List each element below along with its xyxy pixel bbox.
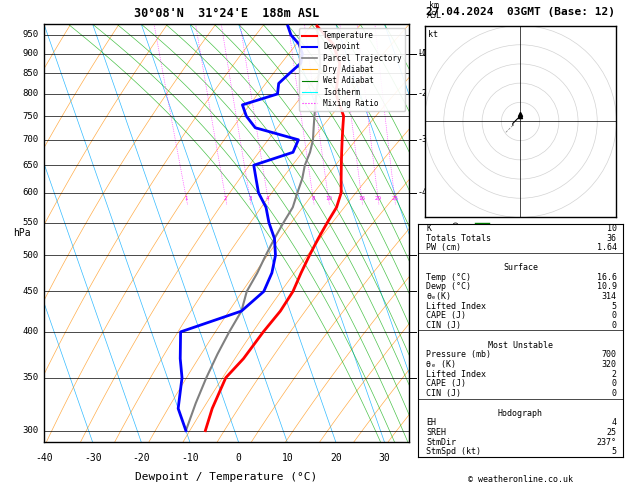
- Text: 10: 10: [281, 453, 293, 463]
- Text: -6: -6: [418, 287, 428, 296]
- Text: Most Unstable: Most Unstable: [488, 341, 553, 349]
- Text: Lifted Index: Lifted Index: [426, 302, 486, 311]
- Text: 500: 500: [23, 251, 38, 260]
- Text: hPa: hPa: [13, 228, 31, 238]
- Text: 550: 550: [23, 218, 38, 227]
- Text: CAPE (J): CAPE (J): [426, 380, 467, 388]
- Text: PW (cm): PW (cm): [426, 243, 462, 252]
- Text: Temp (°C): Temp (°C): [426, 273, 472, 281]
- Text: 700: 700: [23, 135, 38, 144]
- Text: Dewp (°C): Dewp (°C): [426, 282, 472, 291]
- Text: -4: -4: [418, 188, 428, 197]
- Text: 300: 300: [23, 426, 38, 435]
- Text: 25: 25: [391, 196, 398, 201]
- Text: 10: 10: [325, 196, 332, 201]
- Text: 27.04.2024  03GMT (Base: 12): 27.04.2024 03GMT (Base: 12): [426, 7, 615, 17]
- Text: -40: -40: [35, 453, 53, 463]
- Text: 600: 600: [23, 188, 38, 197]
- Text: 0: 0: [611, 312, 616, 320]
- Text: 4: 4: [266, 196, 270, 201]
- Text: EH: EH: [426, 418, 437, 427]
- Text: -20: -20: [133, 453, 150, 463]
- Text: StmDir: StmDir: [426, 438, 457, 447]
- Text: km
ASL: km ASL: [427, 0, 442, 20]
- Text: 320: 320: [601, 360, 616, 369]
- Text: 36: 36: [606, 234, 616, 243]
- Text: -2: -2: [418, 89, 428, 99]
- Text: 10: 10: [606, 224, 616, 233]
- Text: 700: 700: [601, 350, 616, 359]
- Text: 400: 400: [23, 328, 38, 336]
- Text: -7: -7: [418, 328, 428, 336]
- Text: CAPE (J): CAPE (J): [426, 312, 467, 320]
- Text: -30: -30: [84, 453, 101, 463]
- Text: 3: 3: [248, 196, 252, 201]
- Text: Surface: Surface: [503, 263, 538, 272]
- Text: Totals Totals: Totals Totals: [426, 234, 491, 243]
- Text: -1: -1: [418, 49, 428, 58]
- Text: 950: 950: [23, 31, 38, 39]
- Text: CIN (J): CIN (J): [426, 321, 462, 330]
- Text: K: K: [426, 224, 431, 233]
- Text: 237°: 237°: [596, 438, 616, 447]
- Text: 900: 900: [23, 49, 38, 58]
- Text: 0: 0: [611, 321, 616, 330]
- Text: 0: 0: [611, 389, 616, 398]
- Text: 0: 0: [611, 380, 616, 388]
- Text: Dewpoint / Temperature (°C): Dewpoint / Temperature (°C): [135, 471, 318, 482]
- Text: -5: -5: [418, 251, 428, 260]
- Text: θₑ(K): θₑ(K): [426, 292, 452, 301]
- Text: θₑ (K): θₑ (K): [426, 360, 457, 369]
- Text: StmSpd (kt): StmSpd (kt): [426, 448, 481, 456]
- Text: CIN (J): CIN (J): [426, 389, 462, 398]
- Text: 25: 25: [606, 428, 616, 437]
- Legend: Temperature, Dewpoint, Parcel Trajectory, Dry Adiabat, Wet Adiabat, Isotherm, Mi: Temperature, Dewpoint, Parcel Trajectory…: [299, 28, 405, 111]
- Text: 16: 16: [359, 196, 365, 201]
- Text: -8: -8: [418, 373, 428, 382]
- Text: © weatheronline.co.uk: © weatheronline.co.uk: [469, 474, 573, 484]
- Text: Hodograph: Hodograph: [498, 409, 543, 417]
- Text: 5: 5: [611, 448, 616, 456]
- Text: Mixing Ratio (g/kg): Mixing Ratio (g/kg): [452, 186, 461, 281]
- Text: LCL: LCL: [418, 49, 431, 58]
- Text: 30: 30: [379, 453, 391, 463]
- Text: 1: 1: [184, 196, 188, 201]
- Text: 4: 4: [611, 418, 616, 427]
- Text: 850: 850: [23, 69, 38, 78]
- Text: 30°08'N  31°24'E  188m ASL: 30°08'N 31°24'E 188m ASL: [134, 7, 319, 20]
- Text: 16.6: 16.6: [596, 273, 616, 281]
- Text: 20: 20: [375, 196, 382, 201]
- Text: kt: kt: [428, 30, 438, 39]
- Text: 750: 750: [23, 112, 38, 121]
- Text: 20: 20: [330, 453, 342, 463]
- Text: SREH: SREH: [426, 428, 447, 437]
- Text: 314: 314: [601, 292, 616, 301]
- Text: 10.9: 10.9: [596, 282, 616, 291]
- Text: 5: 5: [611, 302, 616, 311]
- Text: 650: 650: [23, 161, 38, 170]
- Text: Lifted Index: Lifted Index: [426, 370, 486, 379]
- Text: 1.64: 1.64: [596, 243, 616, 252]
- Text: 350: 350: [23, 373, 38, 382]
- Text: 800: 800: [23, 89, 38, 99]
- Text: -10: -10: [181, 453, 199, 463]
- Text: -3: -3: [418, 135, 428, 144]
- Text: 8: 8: [311, 196, 315, 201]
- Text: 0: 0: [236, 453, 242, 463]
- Text: 2: 2: [224, 196, 228, 201]
- Text: 450: 450: [23, 287, 38, 296]
- Text: Pressure (mb): Pressure (mb): [426, 350, 491, 359]
- Text: 2: 2: [611, 370, 616, 379]
